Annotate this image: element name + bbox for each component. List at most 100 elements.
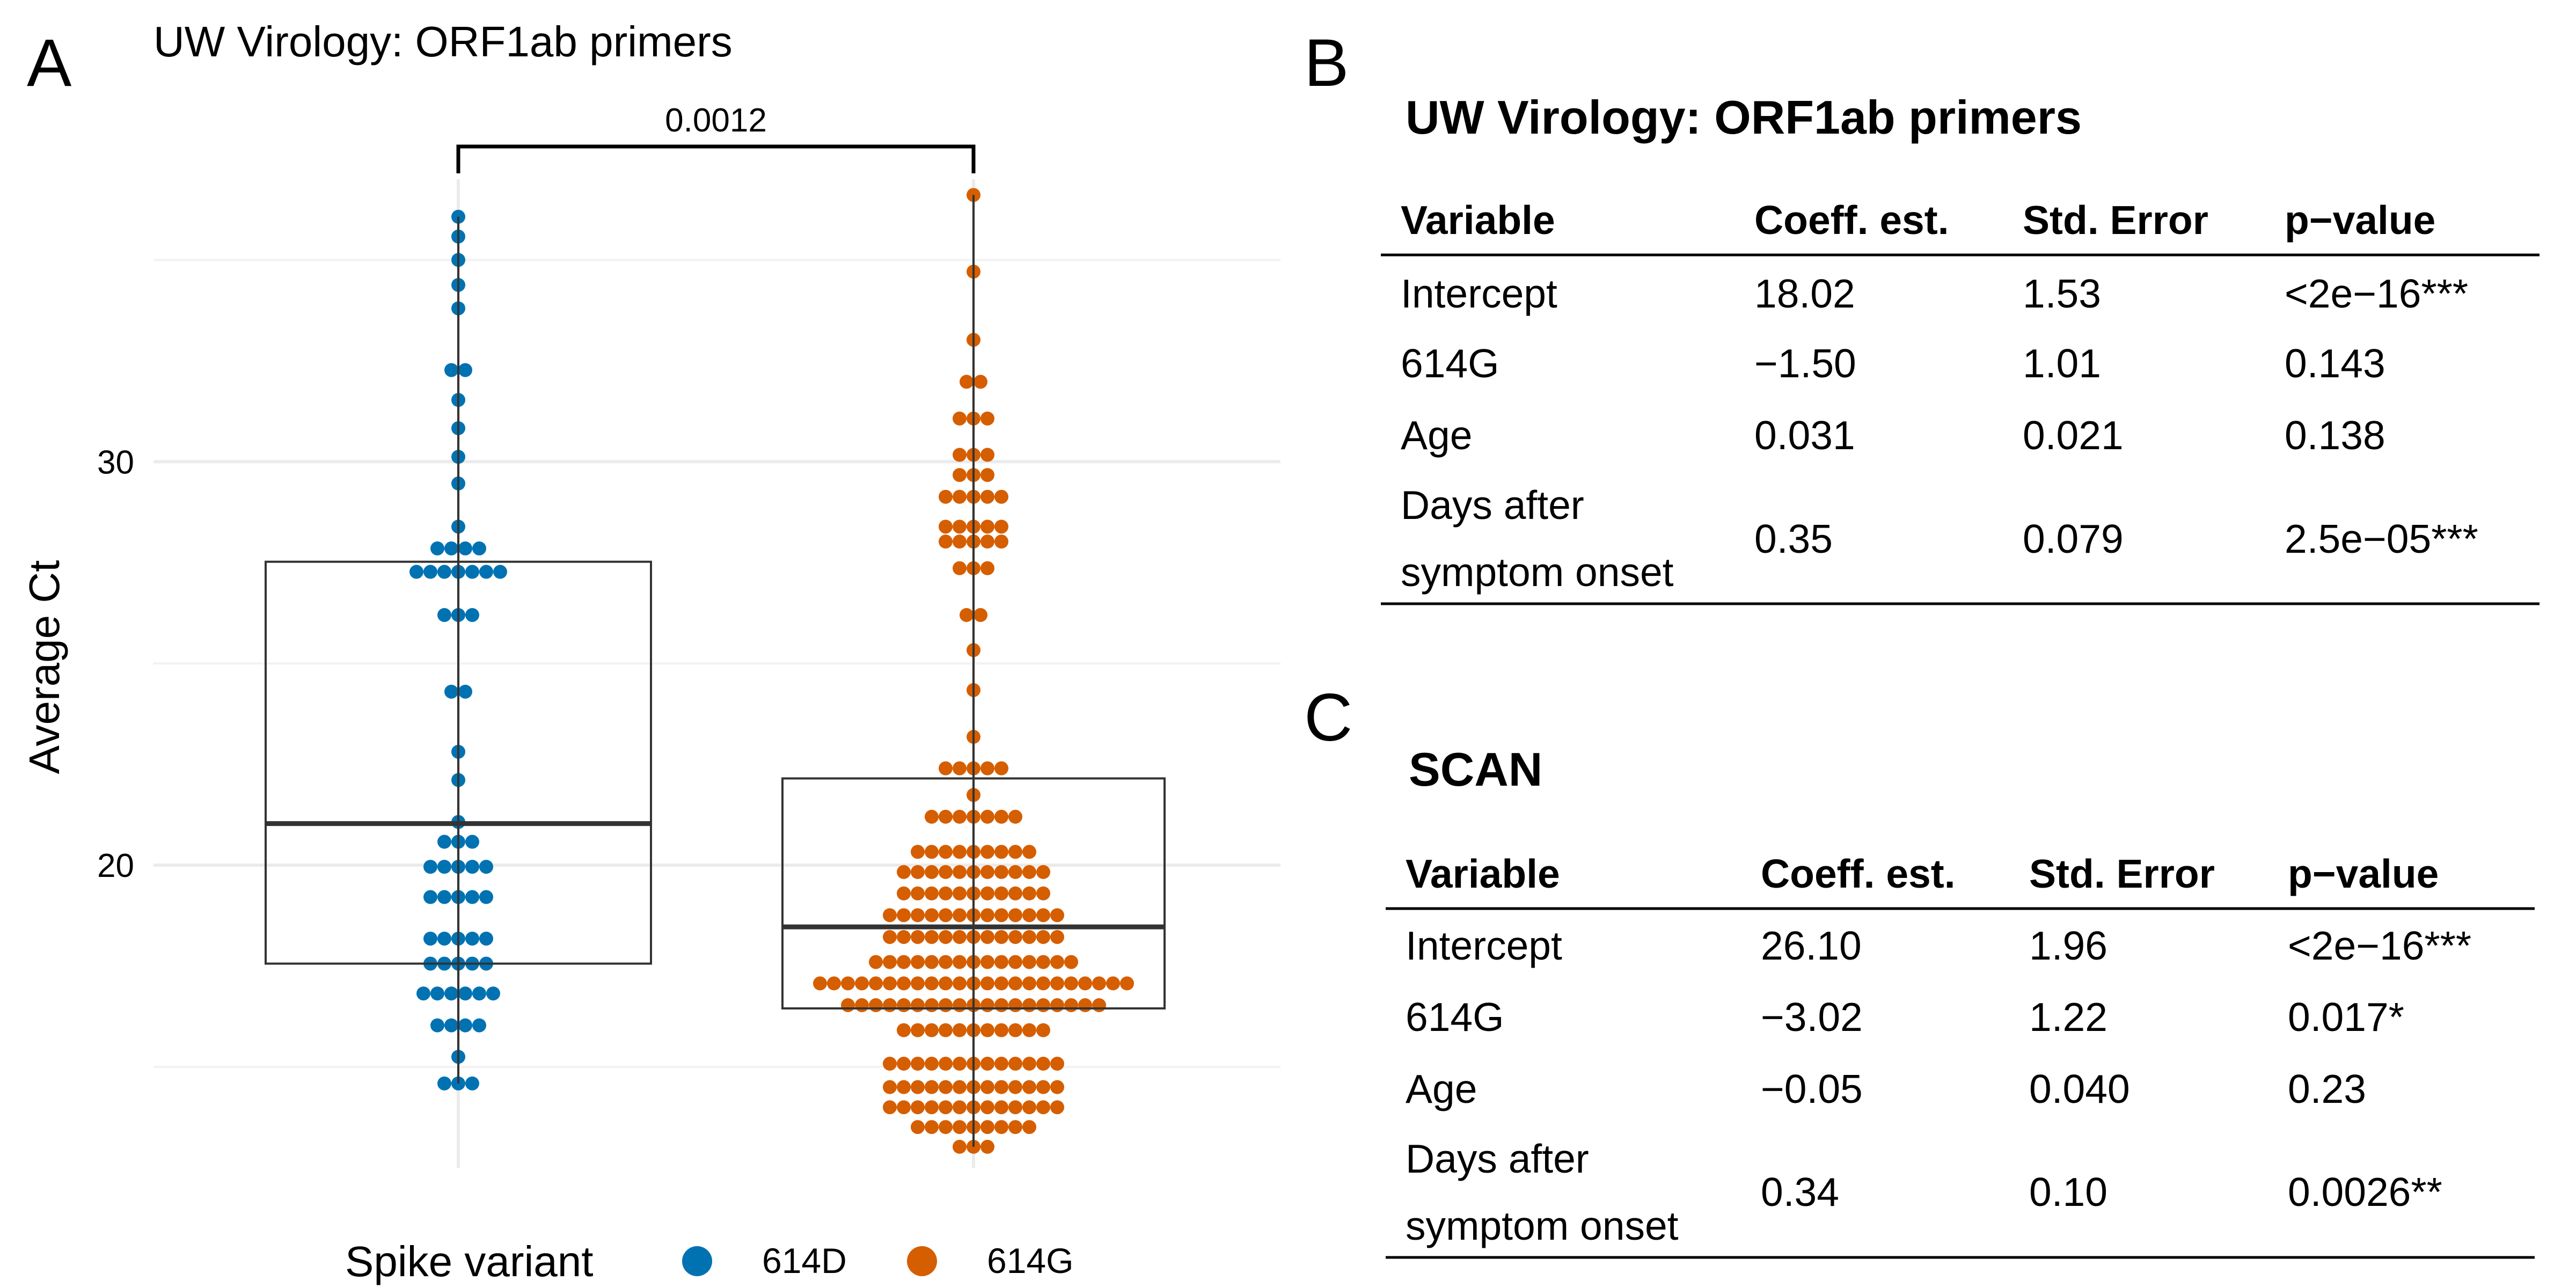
data-point bbox=[444, 986, 458, 1001]
data-point bbox=[437, 565, 451, 579]
data-point bbox=[925, 955, 939, 969]
data-point bbox=[1022, 845, 1036, 859]
data-point bbox=[939, 930, 953, 944]
data-point bbox=[1078, 998, 1092, 1013]
data-point bbox=[444, 684, 458, 699]
data-point bbox=[953, 1057, 967, 1071]
table-header: p−value bbox=[2288, 851, 2439, 896]
table-cell: 614G bbox=[1401, 341, 1499, 386]
data-point bbox=[465, 835, 479, 849]
data-point bbox=[1008, 845, 1022, 859]
data-point bbox=[458, 684, 472, 699]
data-point bbox=[465, 1076, 479, 1091]
data-point bbox=[925, 908, 939, 923]
table-cell: 1.53 bbox=[2023, 271, 2101, 316]
data-point bbox=[994, 1120, 1008, 1135]
data-point bbox=[911, 930, 925, 944]
table-title: SCAN bbox=[1409, 743, 1542, 796]
data-point bbox=[444, 1018, 458, 1033]
data-point bbox=[869, 998, 883, 1013]
data-point bbox=[883, 1057, 897, 1071]
data-point bbox=[974, 375, 987, 389]
data-point bbox=[980, 519, 994, 534]
data-point bbox=[980, 930, 994, 944]
table-cell: 1.01 bbox=[2023, 341, 2101, 386]
data-point bbox=[1036, 930, 1050, 944]
data-point bbox=[911, 908, 925, 923]
data-point bbox=[953, 976, 967, 991]
data-point bbox=[1050, 930, 1064, 944]
data-point bbox=[813, 976, 827, 991]
data-point bbox=[994, 886, 1008, 901]
legend-swatch bbox=[682, 1246, 712, 1276]
panel-label: A bbox=[27, 26, 72, 100]
table-cell: Intercept bbox=[1406, 923, 1562, 968]
data-point bbox=[1036, 908, 1050, 923]
data-point bbox=[925, 845, 939, 859]
data-point bbox=[1064, 998, 1078, 1013]
data-point bbox=[953, 411, 967, 426]
data-point bbox=[925, 1120, 939, 1135]
data-point bbox=[953, 519, 967, 534]
data-point bbox=[458, 986, 472, 1001]
data-point bbox=[980, 809, 994, 824]
data-point bbox=[1120, 976, 1134, 991]
table-cell: symptom onset bbox=[1406, 1203, 1679, 1248]
data-point bbox=[925, 1057, 939, 1071]
data-point bbox=[994, 519, 1008, 534]
data-point bbox=[1008, 1100, 1022, 1115]
data-point bbox=[939, 1080, 953, 1094]
data-point bbox=[493, 565, 507, 579]
panel-label: C bbox=[1304, 680, 1352, 755]
data-point bbox=[1022, 955, 1036, 969]
data-point bbox=[939, 845, 953, 859]
data-point bbox=[925, 886, 939, 901]
y-tick-label: 20 bbox=[97, 847, 134, 884]
data-point bbox=[980, 908, 994, 923]
legend-title: Spike variant bbox=[345, 1238, 593, 1285]
data-point bbox=[437, 860, 451, 874]
data-point bbox=[953, 1100, 967, 1115]
box bbox=[265, 560, 652, 965]
data-point bbox=[897, 1023, 911, 1037]
table-header: p−value bbox=[2285, 197, 2435, 243]
data-point bbox=[465, 608, 479, 622]
data-point bbox=[994, 1100, 1008, 1115]
data-point bbox=[1050, 1057, 1064, 1071]
data-point bbox=[827, 976, 841, 991]
data-point bbox=[472, 986, 486, 1001]
data-point bbox=[472, 1018, 486, 1033]
data-point bbox=[1036, 998, 1050, 1013]
data-point bbox=[911, 955, 925, 969]
data-point bbox=[939, 955, 953, 969]
data-point bbox=[897, 1100, 911, 1115]
data-point bbox=[994, 489, 1008, 504]
data-point bbox=[960, 608, 974, 622]
data-point bbox=[841, 976, 855, 991]
table-cell: 0.017* bbox=[2288, 994, 2404, 1040]
data-point bbox=[430, 541, 444, 555]
data-point bbox=[980, 998, 994, 1013]
data-point bbox=[897, 998, 911, 1013]
data-point bbox=[925, 1100, 939, 1115]
data-point bbox=[883, 930, 897, 944]
data-point bbox=[911, 845, 925, 859]
data-point bbox=[458, 363, 472, 377]
table-cell: 0.079 bbox=[2023, 516, 2124, 561]
legend-label: 614G bbox=[987, 1241, 1073, 1280]
data-point bbox=[953, 1023, 967, 1037]
data-point bbox=[883, 998, 897, 1013]
data-point bbox=[925, 930, 939, 944]
data-point bbox=[423, 931, 437, 946]
data-point bbox=[939, 1120, 953, 1135]
table-header: Coeff. est. bbox=[1754, 197, 1949, 243]
data-point bbox=[994, 845, 1008, 859]
data-point bbox=[994, 955, 1008, 969]
data-point bbox=[869, 955, 883, 969]
data-point bbox=[980, 1023, 994, 1037]
data-point bbox=[980, 535, 994, 549]
table-cell: 0.143 bbox=[2285, 341, 2385, 386]
table-cell: −1.50 bbox=[1754, 341, 1856, 386]
data-point bbox=[939, 865, 953, 879]
data-point bbox=[883, 908, 897, 923]
